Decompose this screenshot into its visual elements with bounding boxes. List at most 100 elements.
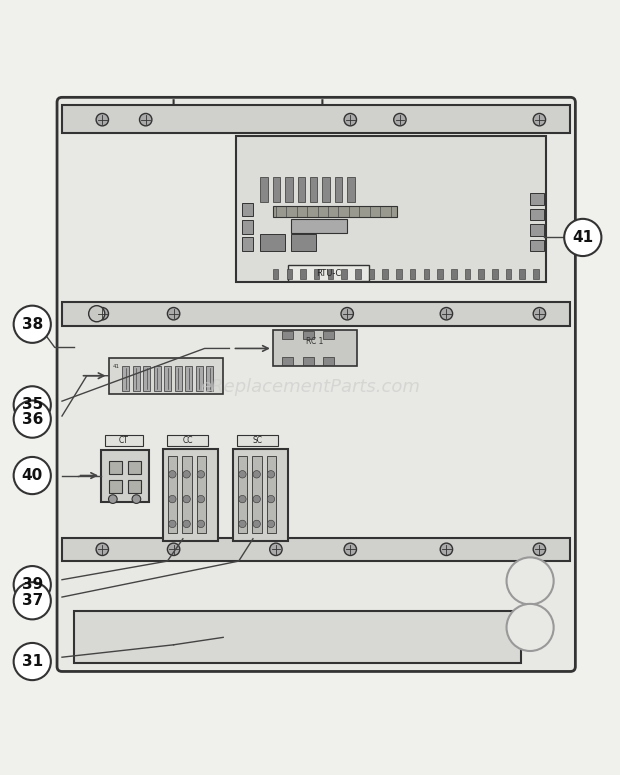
Circle shape	[267, 495, 275, 503]
Circle shape	[14, 401, 51, 438]
Bar	[291, 219, 347, 232]
Bar	[355, 269, 361, 279]
Bar	[286, 269, 292, 279]
Text: SC: SC	[252, 436, 263, 446]
Bar	[342, 269, 347, 279]
Bar	[62, 538, 570, 561]
Circle shape	[239, 495, 246, 503]
Text: 31: 31	[22, 654, 43, 669]
Circle shape	[564, 219, 601, 256]
Bar	[273, 269, 278, 279]
Circle shape	[533, 543, 546, 556]
Bar	[300, 269, 306, 279]
Bar	[175, 366, 182, 391]
Text: 41: 41	[572, 230, 593, 245]
Circle shape	[253, 495, 260, 503]
Bar	[233, 449, 288, 541]
Bar	[167, 436, 208, 446]
Text: CC: CC	[182, 436, 193, 446]
Bar	[101, 449, 149, 502]
Bar	[252, 456, 262, 532]
Bar	[285, 177, 293, 202]
Circle shape	[344, 543, 356, 556]
Bar	[451, 269, 456, 279]
Circle shape	[169, 495, 176, 503]
Bar	[520, 269, 525, 279]
Circle shape	[14, 386, 51, 423]
Bar	[236, 136, 546, 282]
Circle shape	[394, 113, 406, 126]
Bar	[437, 269, 443, 279]
Circle shape	[197, 495, 205, 503]
Bar	[128, 461, 141, 474]
Bar	[506, 269, 511, 279]
Bar	[288, 265, 369, 281]
Bar	[237, 436, 278, 446]
Circle shape	[341, 308, 353, 320]
Circle shape	[96, 543, 108, 556]
Bar	[168, 456, 177, 532]
Bar	[62, 105, 570, 133]
Bar	[335, 177, 342, 202]
Bar	[62, 302, 570, 326]
Circle shape	[108, 494, 117, 504]
Bar	[197, 456, 206, 532]
Circle shape	[169, 520, 176, 528]
Bar	[260, 234, 285, 251]
Bar	[238, 456, 247, 532]
Text: RTU-C: RTU-C	[316, 269, 341, 277]
Bar	[260, 177, 268, 202]
Bar	[298, 177, 305, 202]
Bar	[314, 269, 319, 279]
Circle shape	[239, 470, 246, 478]
Circle shape	[267, 520, 275, 528]
Bar	[323, 357, 334, 365]
Bar	[323, 331, 334, 339]
Circle shape	[533, 113, 546, 126]
Bar	[327, 269, 333, 279]
Text: CT: CT	[119, 436, 129, 446]
Bar	[322, 177, 330, 202]
Circle shape	[96, 113, 108, 126]
Circle shape	[197, 470, 205, 478]
Text: eReplacementParts.com: eReplacementParts.com	[200, 378, 420, 397]
Circle shape	[14, 582, 51, 619]
Circle shape	[507, 557, 554, 605]
Circle shape	[253, 520, 260, 528]
Text: RC 1: RC 1	[306, 336, 323, 346]
Circle shape	[89, 305, 105, 322]
Bar	[74, 611, 521, 663]
Bar	[242, 237, 253, 251]
Circle shape	[270, 543, 282, 556]
Bar	[530, 225, 544, 236]
Bar	[128, 480, 141, 493]
Bar	[196, 366, 203, 391]
Bar	[273, 206, 397, 217]
Circle shape	[14, 566, 51, 603]
Circle shape	[507, 604, 554, 651]
Bar	[122, 366, 129, 391]
Text: 41: 41	[113, 364, 120, 369]
Circle shape	[239, 520, 246, 528]
Bar	[242, 220, 253, 234]
Bar	[530, 209, 544, 220]
Polygon shape	[174, 99, 322, 123]
Text: 40: 40	[22, 468, 43, 483]
FancyBboxPatch shape	[57, 98, 575, 671]
Bar	[383, 269, 388, 279]
Bar	[133, 366, 140, 391]
Circle shape	[344, 113, 356, 126]
Bar	[109, 480, 122, 493]
Bar	[242, 203, 253, 216]
Bar	[291, 234, 316, 251]
Bar	[396, 269, 402, 279]
Bar	[530, 240, 544, 251]
Bar	[310, 177, 317, 202]
Circle shape	[140, 113, 152, 126]
Circle shape	[169, 470, 176, 478]
Bar	[303, 331, 314, 339]
Bar	[108, 358, 223, 394]
Bar	[423, 269, 429, 279]
Circle shape	[167, 308, 180, 320]
Bar	[182, 456, 192, 532]
